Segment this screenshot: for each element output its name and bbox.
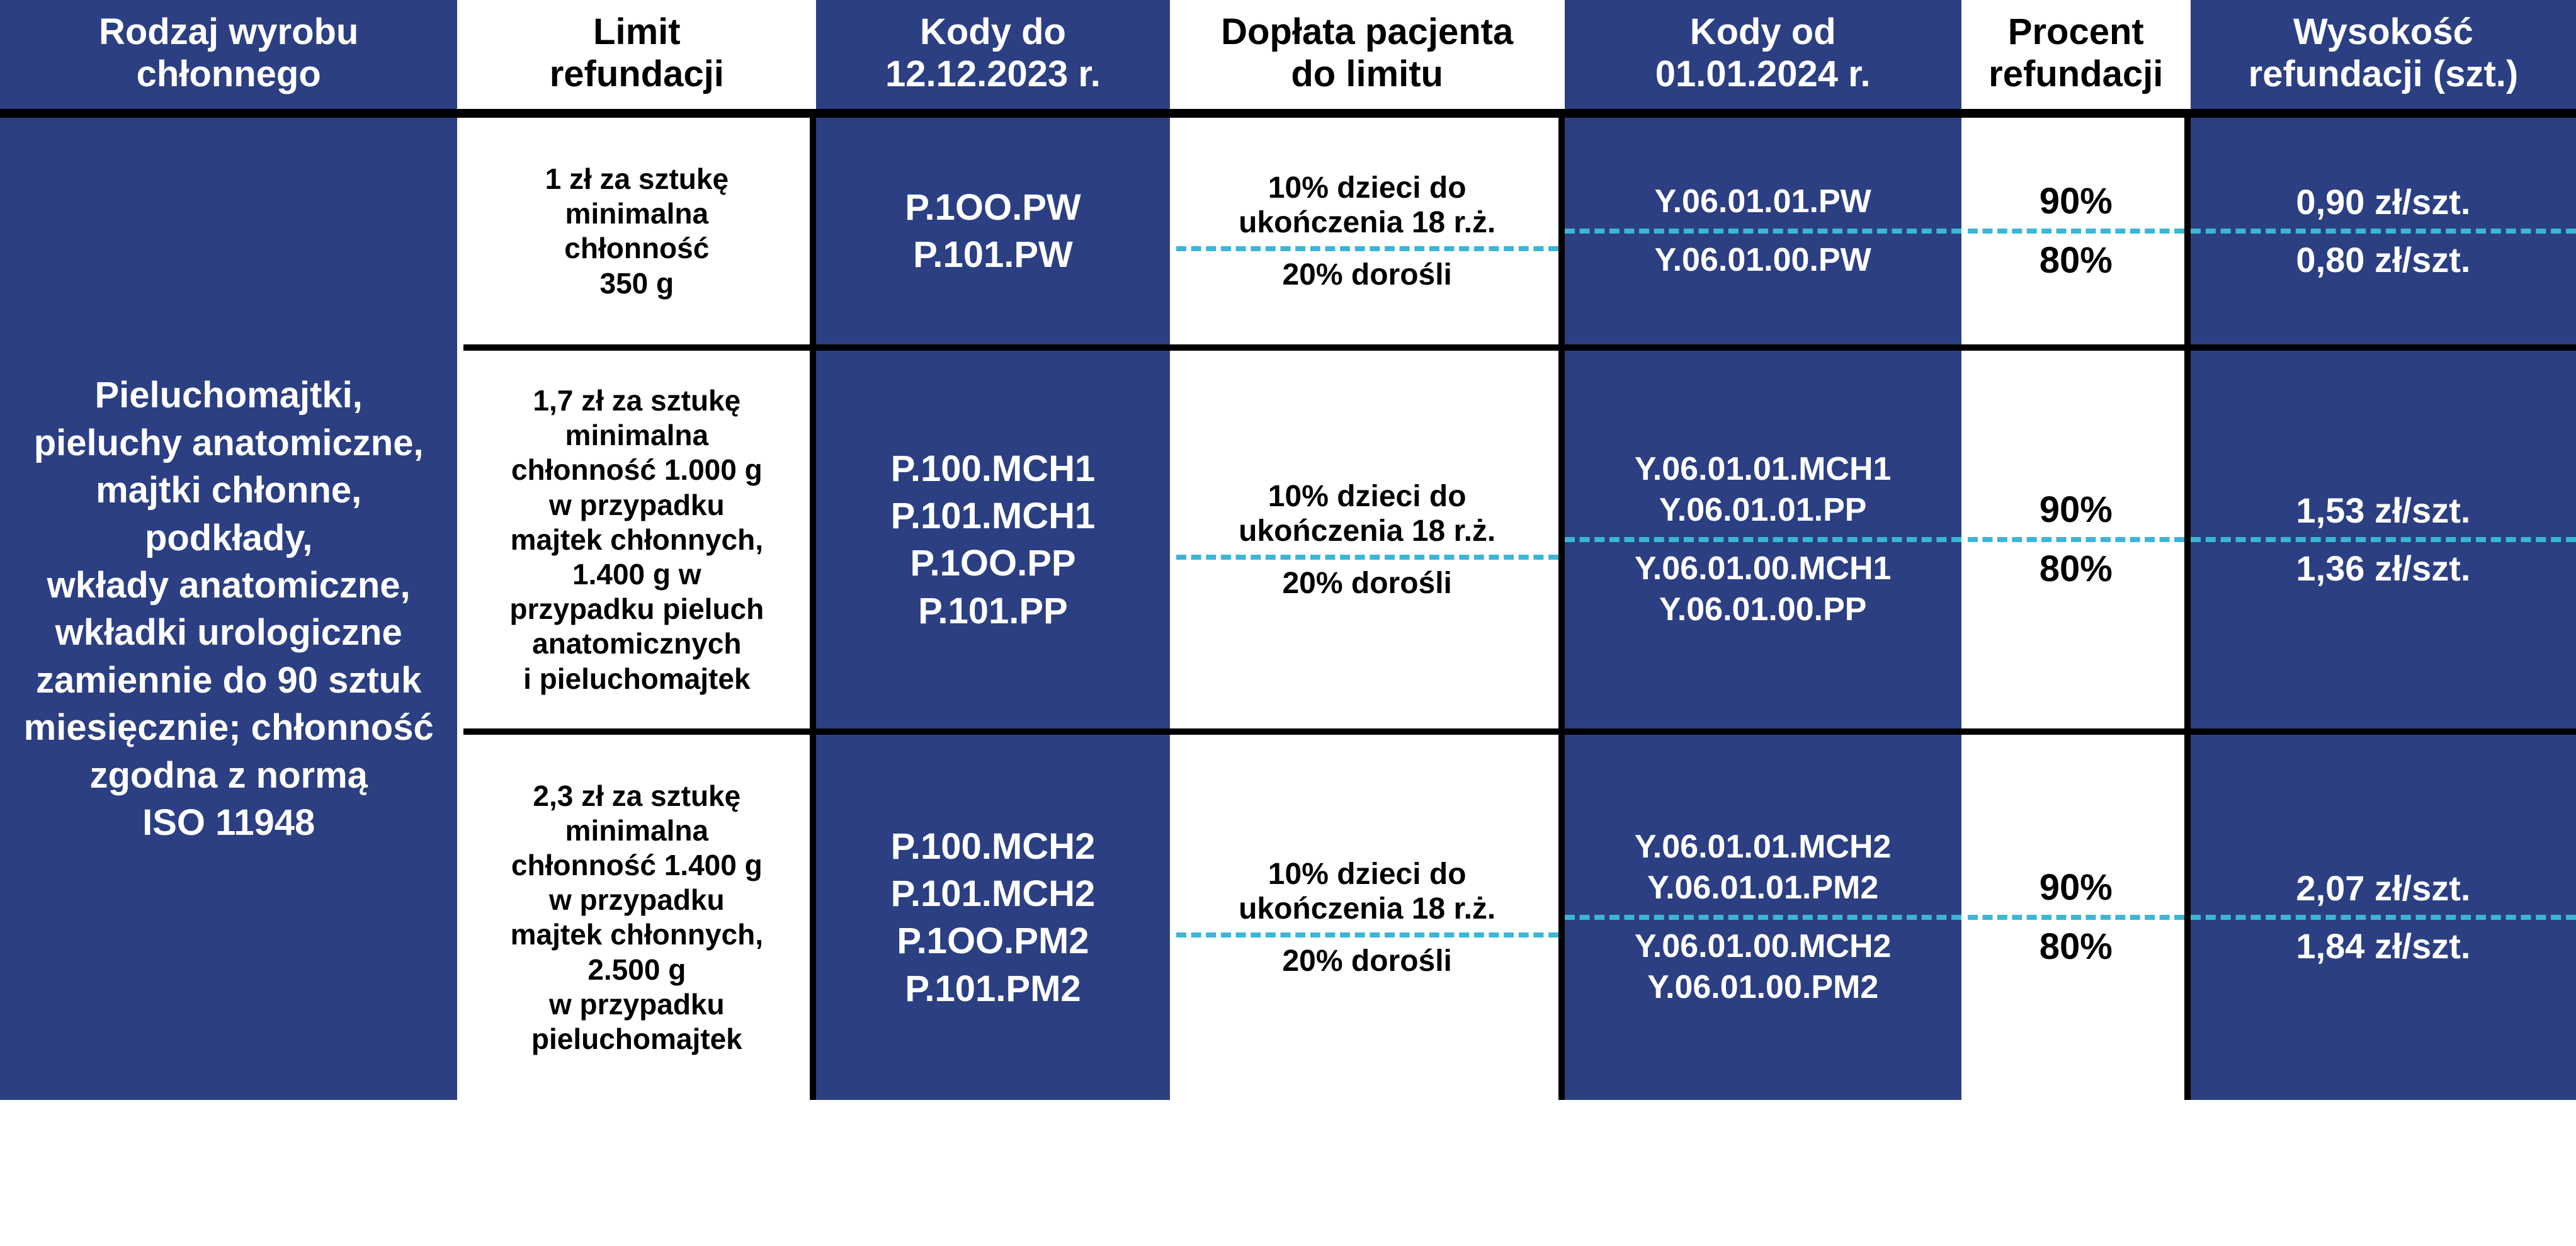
g1-amt-adult: 0,80 zł/szt. [2191, 234, 2576, 286]
g3-pct-kids: 90% [1968, 861, 2184, 920]
g3-amt-adult: 1,84 zł/szt. [2191, 920, 2576, 973]
header-separator [0, 109, 2576, 118]
g2-limit: 1,7 zł za sztukęminimalnachłonność 1.000… [460, 351, 813, 728]
header-limit: Limitrefundacji [460, 0, 813, 109]
g1-newcode-kids: Y.06.01.01.PW [1565, 175, 1961, 234]
g1-amt: 0,90 zł/szt. 0,80 zł/szt. [2187, 118, 2576, 344]
g2-old-codes: P.100.MCH1P.101.MCH1P.1OO.PPP.101.PP [813, 351, 1172, 728]
g1-pct: 90% 80% [1965, 118, 2187, 344]
product-type-cell: Pieluchomajtki,pieluchy anatomiczne,majt… [0, 118, 460, 1100]
g2-amt-kids: 1,53 zł/szt. [2191, 484, 2576, 542]
g1-doplata-kids: 10% dzieci doukończenia 18 r.ż. [1176, 164, 1558, 251]
g3-newcode-adult: Y.06.01.00.MCH2Y.06.01.00.PM2 [1565, 920, 1961, 1014]
g3-doplata: 10% dzieci doukończenia 18 r.ż. 20% doro… [1173, 735, 1562, 1100]
g3-amt-kids: 2,07 zł/szt. [2191, 862, 2576, 920]
g2-newcode-kids: Y.06.01.01.MCH1Y.06.01.01.PP [1565, 443, 1961, 542]
g1-limit: 1 zł za sztukęminimalnachłonność350 g [460, 118, 813, 344]
header-procent: Procentrefundacji [1965, 0, 2187, 109]
refund-table-wrapper: Rodzaj wyrobuchłonnego Limitrefundacji K… [0, 0, 2576, 1100]
g2-doplata-kids: 10% dzieci doukończenia 18 r.ż. [1176, 473, 1558, 560]
g1-amt-kids: 0,90 zł/szt. [2191, 176, 2576, 234]
g3-amt: 2,07 zł/szt. 1,84 zł/szt. [2187, 735, 2576, 1100]
g2-pct-adult: 80% [1968, 542, 2184, 597]
header-kody-od: Kody od01.01.2024 r. [1562, 0, 1965, 109]
g2-newcode-adult: Y.06.01.00.MCH1Y.06.01.00.PP [1565, 542, 1961, 637]
g1-newcode-adult: Y.06.01.00.PW [1565, 234, 1961, 287]
header-rodzaj: Rodzaj wyrobuchłonnego [0, 0, 460, 109]
g1-doplata-adult: 20% dorośli [1176, 251, 1558, 298]
g1-pct-kids: 90% [1968, 174, 2184, 234]
g3-limit: 2,3 zł za sztukęminimalnachłonność 1.400… [460, 735, 813, 1100]
header-row: Rodzaj wyrobuchłonnego Limitrefundacji K… [0, 0, 2576, 109]
g3-new-codes: Y.06.01.01.MCH2Y.06.01.01.PM2 Y.06.01.00… [1562, 735, 1965, 1100]
g3-pct: 90% 80% [1965, 735, 2187, 1100]
g1-pct-adult: 80% [1968, 234, 2184, 288]
g2-pct: 90% 80% [1965, 351, 2187, 728]
g2-doplata-adult: 20% dorośli [1176, 560, 1558, 607]
g3-doplata-kids: 10% dzieci doukończenia 18 r.ż. [1176, 851, 1558, 937]
g1-old-codes: P.1OO.PWP.101.PW [813, 118, 1172, 344]
g2-doplata: 10% dzieci doukończenia 18 r.ż. 20% doro… [1173, 351, 1562, 728]
g2-new-codes: Y.06.01.01.MCH1Y.06.01.01.PP Y.06.01.00.… [1562, 351, 1965, 728]
g3-newcode-kids: Y.06.01.01.MCH2Y.06.01.01.PM2 [1565, 820, 1961, 920]
body-group-1: Pieluchomajtki,pieluchy anatomiczne,majt… [0, 118, 2576, 344]
g1-doplata: 10% dzieci doukończenia 18 r.ż. 20% doro… [1173, 118, 1562, 344]
header-kody-do: Kody do12.12.2023 r. [813, 0, 1172, 109]
g3-pct-adult: 80% [1968, 920, 2184, 975]
g3-old-codes: P.100.MCH2P.101.MCH2P.1OO.PM2P.101.PM2 [813, 735, 1172, 1100]
g2-amt: 1,53 zł/szt. 1,36 zł/szt. [2187, 351, 2576, 728]
header-doplata: Dopłata pacjentado limitu [1173, 0, 1562, 109]
g3-doplata-adult: 20% dorośli [1176, 937, 1558, 985]
g1-new-codes: Y.06.01.01.PW Y.06.01.00.PW [1562, 118, 1965, 344]
g2-amt-adult: 1,36 zł/szt. [2191, 542, 2576, 595]
refund-table: Rodzaj wyrobuchłonnego Limitrefundacji K… [0, 0, 2576, 1100]
header-wysokosc: Wysokośćrefundacji (szt.) [2187, 0, 2576, 109]
g2-pct-kids: 90% [1968, 483, 2184, 543]
